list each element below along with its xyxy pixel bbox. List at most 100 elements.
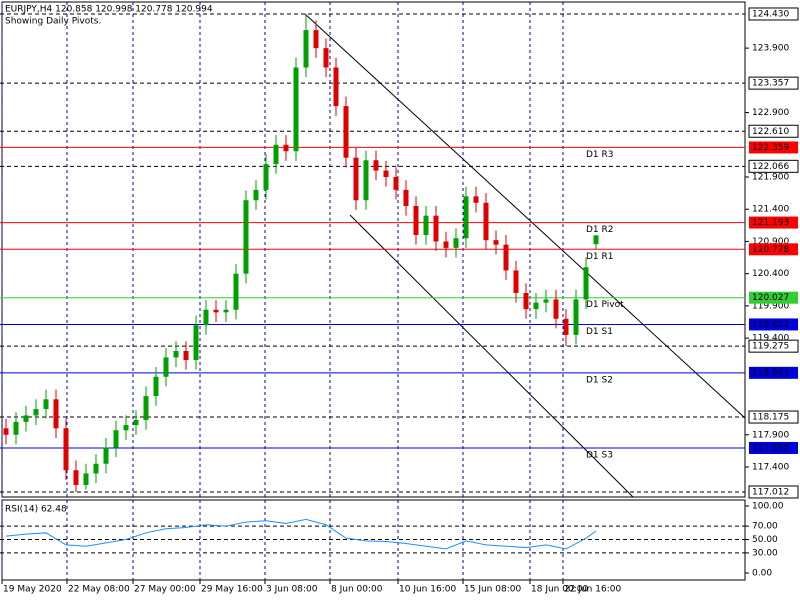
pivot-label: 122.359 (752, 143, 789, 153)
level-label: 122.610 (752, 127, 789, 137)
level-label-box (748, 7, 799, 21)
rsi-y-tick-label: 0.00 (752, 569, 772, 579)
pivot-name: D1 S1 (586, 327, 613, 337)
level-label-box (748, 410, 799, 424)
x-tick-label: 3 Jun 08:00 (266, 585, 318, 595)
level-label: 122.066 (752, 162, 789, 172)
pivot-label-box (749, 291, 798, 304)
level-label-box (748, 339, 799, 353)
level-label: 119.275 (752, 342, 789, 352)
candle-body (203, 309, 209, 326)
pivot-name: D1 S2 (586, 375, 613, 385)
x-tick-label: 18 Jun 00:00 (531, 585, 588, 595)
candle-body (233, 273, 239, 310)
candle-body (83, 473, 89, 486)
pivot-name: D1 Pivot (586, 300, 624, 310)
pivot-name: D1 R1 (586, 252, 614, 262)
candle-body (213, 309, 219, 313)
candle-body (533, 302, 539, 310)
y-tick-label: 123.900 (752, 44, 789, 54)
rsi-y-tick-label: 30.00 (752, 548, 778, 558)
rsi-title: RSI(14) 62.48 (5, 505, 67, 515)
y-tick-label: 119.900 (752, 301, 789, 311)
candle-body (323, 48, 329, 68)
y-tick-label: 121.400 (752, 205, 789, 215)
pivot-label: 120.778 (752, 245, 789, 255)
candle-body (223, 309, 229, 313)
candle-body (253, 189, 259, 201)
candle-body (3, 428, 9, 435)
pivot-name: D1 R3 (586, 150, 614, 160)
y-tick-label: 120.900 (752, 237, 789, 247)
y-tick-label: 119.400 (752, 334, 789, 344)
candle-body (93, 463, 99, 474)
candle-body (303, 30, 309, 68)
candle-body (293, 67, 299, 152)
level-label: 123.357 (752, 79, 789, 89)
candle-body (173, 350, 179, 358)
rsi-y-tick-label: 100.00 (752, 502, 784, 512)
candle-body (583, 267, 589, 300)
x-tick-label: 8 Jun 00:00 (331, 585, 383, 595)
candle-body (193, 325, 199, 361)
y-tick-label: 117.900 (752, 430, 789, 440)
candle-body (183, 350, 189, 361)
x-tick-label: 29 May 16:00 (201, 585, 263, 595)
rsi-y-tick-label: 70.00 (752, 522, 778, 532)
candle-body (273, 144, 279, 165)
candle-body (593, 235, 599, 245)
pivot-label-box (749, 141, 798, 154)
pivot-label: 120.027 (752, 293, 789, 303)
candle-body (573, 299, 579, 335)
x-tick-label: 19 May 2020 (3, 585, 62, 595)
candle-body (23, 415, 29, 422)
x-tick-label: 22 Jun 16:00 (564, 585, 621, 595)
candle-body (543, 299, 549, 303)
chart-title: EURJPY,H4 120.858 120.998 120.778 120.99… (5, 5, 213, 15)
x-tick-label: 15 Jun 08:00 (464, 585, 521, 595)
candle-body (353, 157, 359, 201)
level-label-box (748, 159, 799, 173)
pivot-label: 117.695 (752, 443, 789, 453)
pivot-label-box (749, 243, 798, 256)
pivot-name: D1 S3 (586, 450, 613, 460)
candle-body (53, 399, 59, 429)
candle-body (493, 240, 499, 245)
candle-body (153, 376, 159, 397)
candle-body (563, 318, 569, 335)
level-label-box (748, 76, 799, 90)
pivot-label: 121.193 (752, 218, 789, 228)
candle-body (313, 30, 319, 49)
rsi-y-tick-label: 50.00 (752, 535, 778, 545)
candle-body (123, 425, 129, 431)
candle-body (133, 419, 139, 426)
candle-body (393, 177, 399, 190)
candle-body (523, 292, 529, 310)
x-tick-label: 27 May 00:00 (134, 585, 196, 595)
candle-body (403, 189, 409, 207)
candle-body (383, 170, 389, 178)
x-tick-label: 10 Jun 16:00 (399, 585, 456, 595)
candle-body (33, 408, 39, 416)
candle-body (363, 160, 369, 201)
pivot-label-box (749, 366, 798, 379)
candle-body (553, 299, 559, 319)
y-tick-label: 120.400 (752, 269, 789, 279)
candle-body (483, 202, 489, 241)
candle-body (13, 421, 19, 435)
candle-body (473, 196, 479, 203)
candle-body (73, 470, 79, 486)
subtitle: Showing Daily Pivots. (5, 17, 101, 27)
candle-body (443, 241, 449, 248)
trend-line (349, 214, 634, 498)
pivot-label-box (749, 318, 798, 331)
trend-line (304, 13, 746, 419)
candle-body (43, 399, 49, 409)
candle-body (243, 200, 249, 274)
candle-body (423, 215, 429, 236)
candle-body (143, 396, 149, 420)
candle-body (413, 206, 419, 236)
pivot-label: 118.861 (752, 368, 789, 378)
candle-body (463, 196, 469, 239)
